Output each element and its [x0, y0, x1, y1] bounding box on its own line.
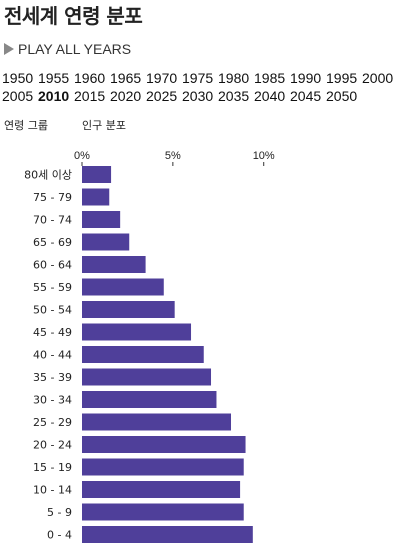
bar[interactable]: [82, 301, 175, 318]
page-title: 전세계 연령 분포: [4, 4, 143, 28]
year-1970[interactable]: 1970: [146, 70, 178, 86]
bar[interactable]: [82, 166, 112, 183]
year-1980[interactable]: 1980: [218, 70, 250, 86]
play-icon: [4, 43, 14, 55]
bar[interactable]: [82, 458, 244, 476]
year-1960[interactable]: 1960: [74, 70, 106, 86]
bar[interactable]: [82, 233, 130, 251]
category-label: 25 - 29: [33, 416, 72, 429]
year-2040[interactable]: 2040: [254, 88, 286, 104]
category-label: 80세 이상: [24, 169, 72, 182]
bar[interactable]: [82, 436, 246, 453]
bar[interactable]: [82, 391, 217, 408]
year-2015[interactable]: 2015: [74, 88, 106, 104]
year-2035[interactable]: 2035: [218, 88, 250, 104]
category-label: 65 - 69: [33, 236, 72, 249]
year-1965[interactable]: 1965: [110, 70, 142, 86]
category-label: 35 - 39: [33, 371, 72, 384]
bar[interactable]: [82, 481, 241, 498]
year-2045[interactable]: 2045: [290, 88, 322, 104]
x-tick-label: 10%: [253, 150, 275, 162]
category-label: 10 - 14: [33, 484, 72, 497]
bar[interactable]: [82, 346, 204, 363]
bar[interactable]: [82, 526, 253, 543]
category-label: 60 - 64: [33, 259, 72, 272]
category-label: 0 - 4: [47, 529, 72, 542]
category-label: 15 - 19: [33, 461, 72, 474]
year-1985[interactable]: 1985: [254, 70, 286, 86]
category-label: 70 - 74: [33, 214, 72, 227]
bar[interactable]: [82, 211, 121, 228]
year-2000[interactable]: 2000: [362, 70, 394, 86]
year-2020[interactable]: 2020: [110, 88, 142, 104]
bar[interactable]: [82, 413, 232, 431]
year-2050[interactable]: 2050: [326, 88, 358, 104]
distribution-header: 인구 분포: [82, 119, 126, 132]
age-group-header: 연령 그룹: [4, 119, 48, 132]
year-1995[interactable]: 1995: [326, 70, 358, 86]
category-label: 40 - 44: [33, 349, 72, 362]
bar[interactable]: [82, 503, 244, 521]
category-label: 45 - 49: [33, 326, 72, 339]
year-2025[interactable]: 2025: [146, 88, 178, 104]
category-label: 5 - 9: [47, 506, 72, 519]
play-all-years-label: PLAY ALL YEARS: [18, 41, 132, 57]
bar[interactable]: [82, 256, 146, 273]
year-1975[interactable]: 1975: [182, 70, 214, 86]
category-label: 20 - 24: [33, 439, 72, 452]
year-2005[interactable]: 2005: [2, 88, 34, 104]
bar[interactable]: [82, 368, 212, 386]
x-tick-label: 0%: [74, 150, 90, 162]
year-2030[interactable]: 2030: [182, 88, 214, 104]
year-selector: 1950 1955 1960 1965 1970 1975 1980 1985 1990 1995…: [2, 70, 398, 104]
bar[interactable]: [82, 323, 192, 341]
year-2010[interactable]: 2010: [38, 88, 70, 104]
play-all-years-button[interactable]: PLAY ALL YEARS: [4, 40, 131, 58]
x-tick-label: 5%: [165, 150, 181, 162]
bar[interactable]: [82, 278, 164, 296]
year-1990[interactable]: 1990: [290, 70, 322, 86]
year-1950[interactable]: 1950: [2, 70, 34, 86]
category-label: 50 - 54: [33, 304, 72, 317]
year-1955[interactable]: 1955: [38, 70, 70, 86]
bar[interactable]: [82, 188, 110, 206]
category-label: 30 - 34: [33, 394, 72, 407]
category-label: 55 - 59: [33, 281, 72, 294]
category-label: 75 - 79: [33, 191, 72, 204]
